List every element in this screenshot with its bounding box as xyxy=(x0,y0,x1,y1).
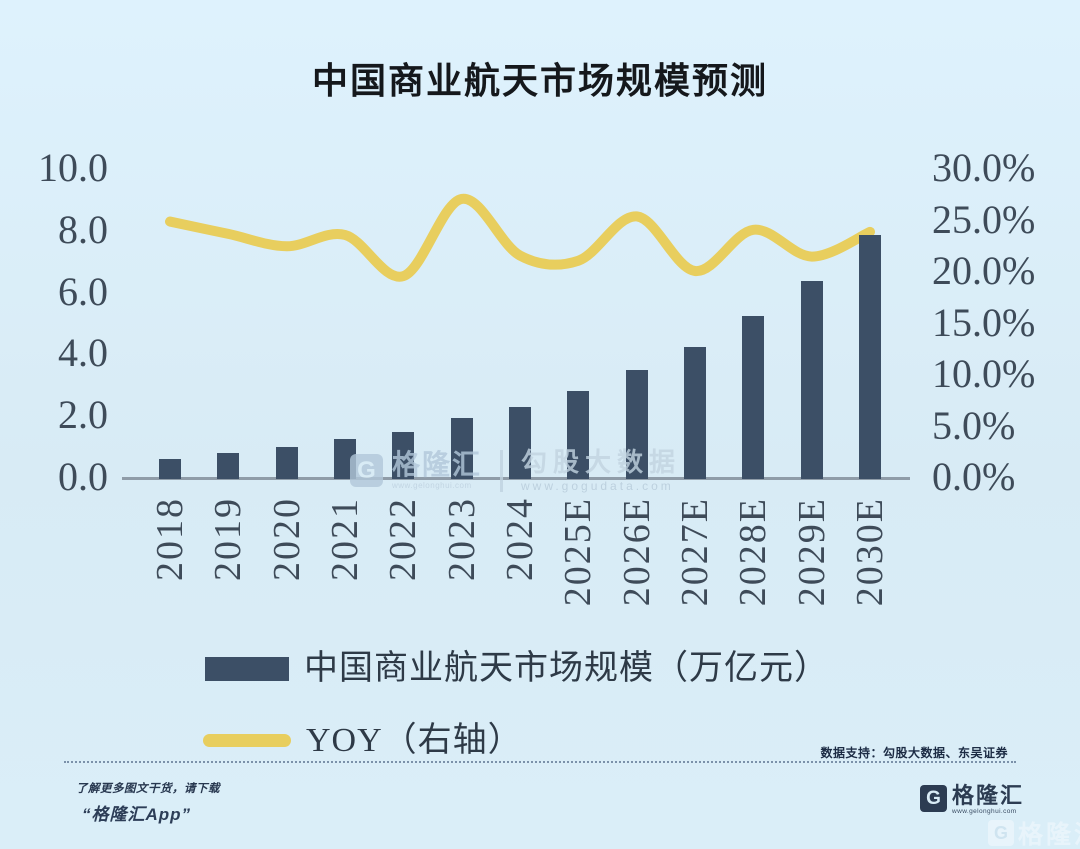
x-axis-label-2020: 2020 xyxy=(265,497,308,581)
right-axis-tick-15.0%: 15.0% xyxy=(932,299,1036,345)
dashed-divider xyxy=(64,761,1016,763)
x-axis-label-2028E: 2028E xyxy=(732,497,775,607)
gelonghui-logo-text-block: 格隆汇 www.gelonghui.com xyxy=(952,785,1024,816)
x-axis-label-2018: 2018 xyxy=(149,497,191,581)
right-axis-tick-25.0%: 25.0% xyxy=(932,196,1036,242)
bar-2018 xyxy=(159,458,181,479)
gelonghui-brand-name: 格隆汇 xyxy=(952,783,1025,808)
gelonghui-logo-icon: G xyxy=(988,820,1014,846)
right-axis-tick-20.0%: 20.0% xyxy=(932,248,1036,293)
watermark-corner-brand-name: 格隆汇 xyxy=(1018,821,1080,849)
watermark-center: G 格隆汇 www.gelonghui.com 勾股大数据 www.goguda… xyxy=(350,449,681,492)
x-axis-label-2021: 2021 xyxy=(323,497,366,581)
bar-2027E xyxy=(683,347,706,479)
gelonghui-logo-icon: G xyxy=(920,785,947,812)
left-axis-tick-4.0: 4.0 xyxy=(58,330,108,376)
x-axis-label-2019: 2019 xyxy=(207,497,250,581)
left-axis-tick-8.0: 8.0 xyxy=(58,206,108,252)
gelonghui-logo-icon: G xyxy=(350,454,383,487)
watermark-corner: G 格隆汇 xyxy=(988,815,1080,849)
bar-2029E xyxy=(800,280,823,479)
legend-row-market-size: 中国商业航天市场规模（万亿元） xyxy=(205,650,829,687)
bar-2028E xyxy=(742,316,765,479)
gelonghui-brand-url: www.gelonghui.com xyxy=(952,808,1017,815)
bar-2030E xyxy=(858,234,881,479)
watermark-partner-url: www.gogudata.com xyxy=(521,479,674,493)
x-axis-label-2027E: 2027E xyxy=(673,497,716,607)
gelonghui-logo: G 格隆汇 www.gelonghui.com xyxy=(920,785,1024,816)
x-axis-label-2024: 2024 xyxy=(498,497,541,581)
right-axis-tick-5.0%: 5.0% xyxy=(932,402,1016,448)
x-axis-label-2029E: 2029E xyxy=(790,497,833,607)
x-axis-label-2030E: 2030E xyxy=(848,497,891,607)
watermark-partner-name: 勾股大数据 xyxy=(521,447,682,477)
yoy-line-path xyxy=(165,193,875,282)
chart-title: 中国商业航天市场规模预测 xyxy=(311,60,768,101)
legend-bar-swatch xyxy=(205,656,289,681)
promo-text: 了解更多图文干货，请下载 xyxy=(76,783,220,795)
left-axis-tick-0.0: 0.0 xyxy=(58,454,108,499)
legend-bar-label: 中国商业航天市场规模（万亿元） xyxy=(304,650,829,687)
legend-line-label: YOY（右轴） xyxy=(306,722,523,759)
app-name-text: “格隆汇App” xyxy=(82,805,192,824)
left-axis-tick-10.0: 10.0 xyxy=(38,145,108,190)
watermark-brand-name: 格隆汇 xyxy=(392,449,483,480)
x-axis-label-2025E: 2025E xyxy=(557,497,600,607)
watermark-brand-block: 格隆汇 www.gelonghui.com xyxy=(392,451,482,490)
data-source-note: 数据支持：勾股大数据、东吴证券 xyxy=(820,746,1008,760)
x-axis-label-2026E: 2026E xyxy=(615,497,658,607)
left-axis-tick-2.0: 2.0 xyxy=(58,392,108,438)
x-axis-label-2022: 2022 xyxy=(382,497,425,581)
watermark-brand-url: www.gelonghui.com xyxy=(392,481,472,490)
left-axis-tick-6.0: 6.0 xyxy=(58,268,108,314)
right-axis-tick-10.0%: 10.0% xyxy=(932,351,1036,396)
legend-line-swatch xyxy=(203,734,291,748)
legend-row-yoy: YOY（右轴） xyxy=(203,722,523,759)
x-axis-label-2023: 2023 xyxy=(440,497,483,581)
bar-2019 xyxy=(217,452,240,479)
watermark-divider xyxy=(500,449,504,492)
bar-2020 xyxy=(275,447,298,479)
right-axis-tick-30.0%: 30.0% xyxy=(932,145,1036,190)
right-axis-tick-0.0%: 0.0% xyxy=(932,454,1016,499)
watermark-partner-block: 勾股大数据 www.gogudata.com xyxy=(521,449,681,492)
